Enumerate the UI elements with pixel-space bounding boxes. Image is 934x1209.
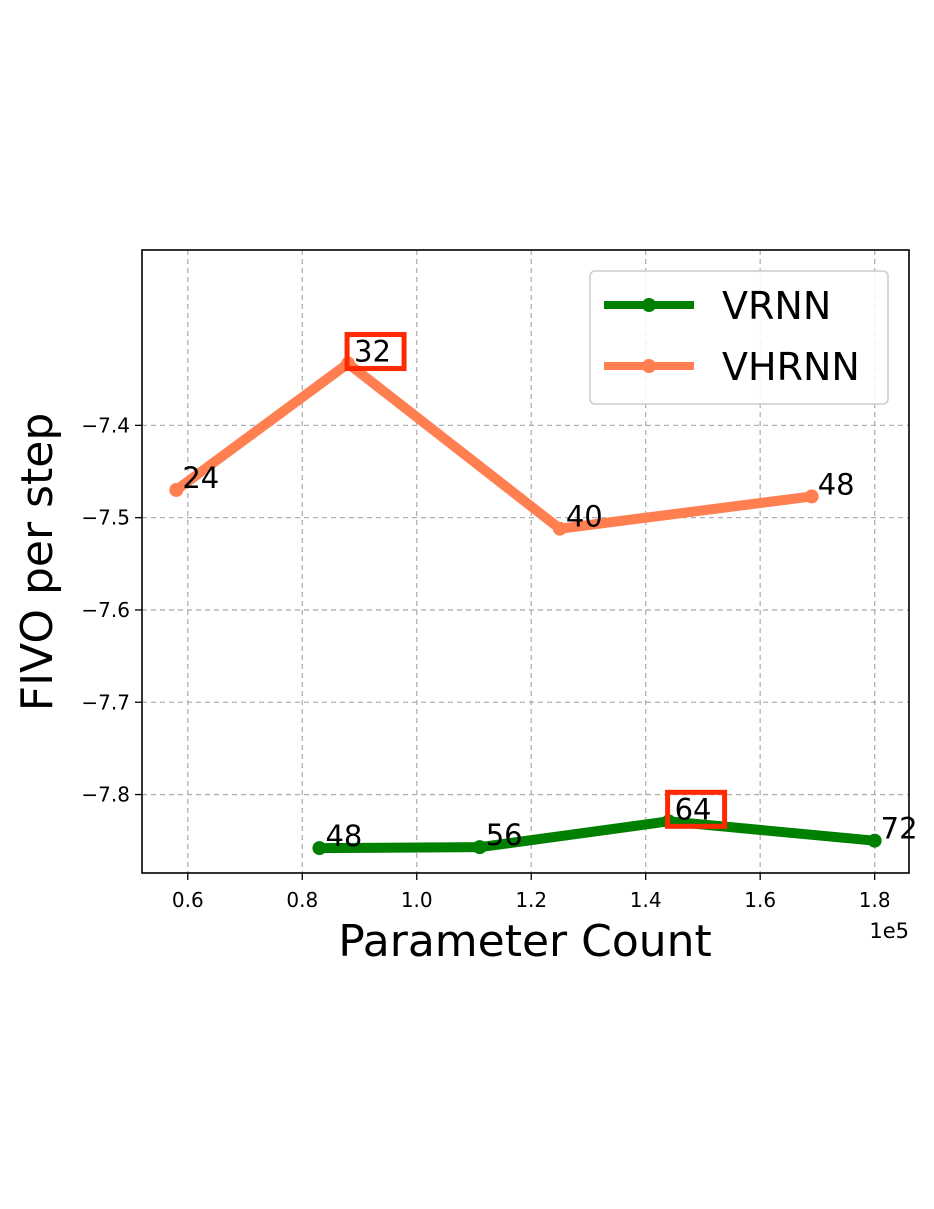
x-offset-label: 1e5 [869,919,909,943]
x-axis-label: Parameter Count [338,916,712,967]
plot-frame [141,249,910,874]
data-point-vhrnn [804,489,819,504]
y-tick-label: −7.6 [81,598,130,622]
legend-label-vrnn: VRNN [722,284,831,328]
legend-marker-vhrnn [642,359,656,373]
y-axis-label: FIVO per step [12,413,63,711]
series-line-vrnn [314,816,880,854]
x-tick-label: 1.6 [744,888,776,912]
data-point-vhrnn [169,482,184,497]
data-label-vhrnn: 40 [566,500,603,534]
data-point-vrnn [312,841,327,856]
y-tick-label: −7.5 [81,506,130,530]
x-tick-label: 1.0 [401,888,433,912]
data-label-vhrnn: 48 [818,467,855,501]
legend-label-vhrnn: VHRNN [722,345,860,389]
data-label-vhrnn: 32 [354,335,391,369]
y-tick-label: −7.8 [81,783,130,807]
data-label-vrnn: 48 [325,819,362,853]
data-point-vrnn [867,833,882,848]
highlight-box-vrnn [665,789,728,829]
y-tick-label: −7.7 [81,690,130,714]
x-tick-label: 1.2 [515,888,547,912]
highlight-box-vhrnn [344,332,407,372]
series [169,356,882,856]
data-label-vhrnn: 24 [182,461,219,495]
x-tick-label: 1.4 [630,888,662,912]
x-tick-label: 0.6 [172,888,204,912]
ticks: 0.6 0.8 1.0 1.2 1.4 1.6 1.8 −7.4 −7.5 −7.6 −7.7 −7.… [81,413,890,912]
x-tick-label: 1.8 [859,888,891,912]
data-point-vrnn [472,840,487,855]
data-label-vrnn: 72 [881,812,918,846]
data-point-vhrnn [552,521,567,536]
x-tick-label: 0.8 [286,888,318,912]
data-label-vrnn: 64 [675,792,712,826]
legend-marker-vrnn [642,298,656,312]
series-line-vhrnn [171,358,817,534]
legend: VRNN VHRNN [589,270,889,405]
data-labels: 48 56 64 72 24 32 40 48 [182,332,918,853]
y-tick-label: −7.4 [81,413,130,437]
data-label-vrnn: 56 [486,818,523,852]
